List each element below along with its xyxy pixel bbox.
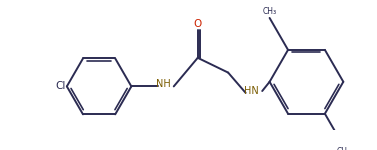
Text: HN: HN [244,86,259,96]
Text: O: O [194,19,202,29]
Text: Cl: Cl [55,81,65,91]
Text: NH: NH [156,79,171,89]
Text: CH₃: CH₃ [262,8,277,16]
Text: CH₃: CH₃ [336,147,350,150]
